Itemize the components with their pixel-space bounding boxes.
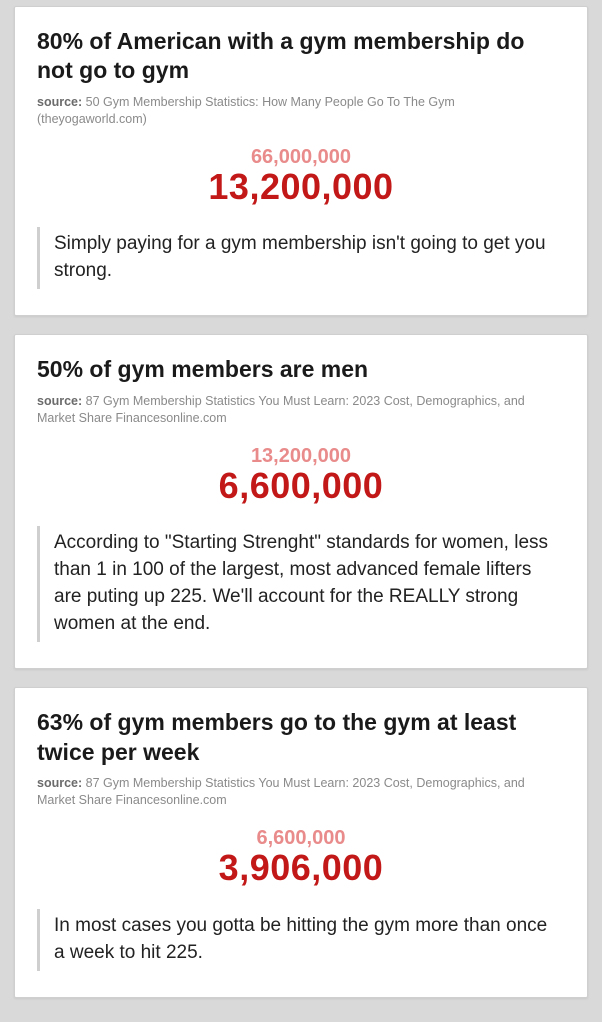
source-line: source: 87 Gym Membership Statistics You… [37,775,565,809]
stat-card: 50% of gym members are men source: 87 Gy… [14,334,588,669]
figures: 13,200,000 6,600,000 [37,445,565,505]
card-quote: In most cases you gotta be hitting the g… [37,909,565,971]
figure-before: 13,200,000 [37,445,565,467]
stat-card: 80% of American with a gym membership do… [14,6,588,316]
source-label: source: [37,95,82,109]
source-text: 87 Gym Membership Statistics You Must Le… [37,394,525,425]
stat-card: 63% of gym members go to the gym at leas… [14,687,588,997]
figures: 6,600,000 3,906,000 [37,827,565,887]
card-quote: According to "Starting Strenght" standar… [37,526,565,642]
source-line: source: 50 Gym Membership Statistics: Ho… [37,94,565,128]
figure-before: 6,600,000 [37,827,565,849]
source-text: 87 Gym Membership Statistics You Must Le… [37,776,525,807]
source-label: source: [37,776,82,790]
figure-after: 13,200,000 [37,168,565,206]
source-label: source: [37,394,82,408]
page: 80% of American with a gym membership do… [0,0,602,1022]
card-title: 80% of American with a gym membership do… [37,27,565,86]
card-title: 63% of gym members go to the gym at leas… [37,708,565,767]
figure-after: 6,600,000 [37,467,565,505]
card-title: 50% of gym members are men [37,355,565,384]
source-line: source: 87 Gym Membership Statistics You… [37,393,565,427]
figure-after: 3,906,000 [37,849,565,887]
source-text: 50 Gym Membership Statistics: How Many P… [37,95,455,126]
card-quote: Simply paying for a gym membership isn't… [37,227,565,289]
figures: 66,000,000 13,200,000 [37,146,565,206]
figure-before: 66,000,000 [37,146,565,168]
